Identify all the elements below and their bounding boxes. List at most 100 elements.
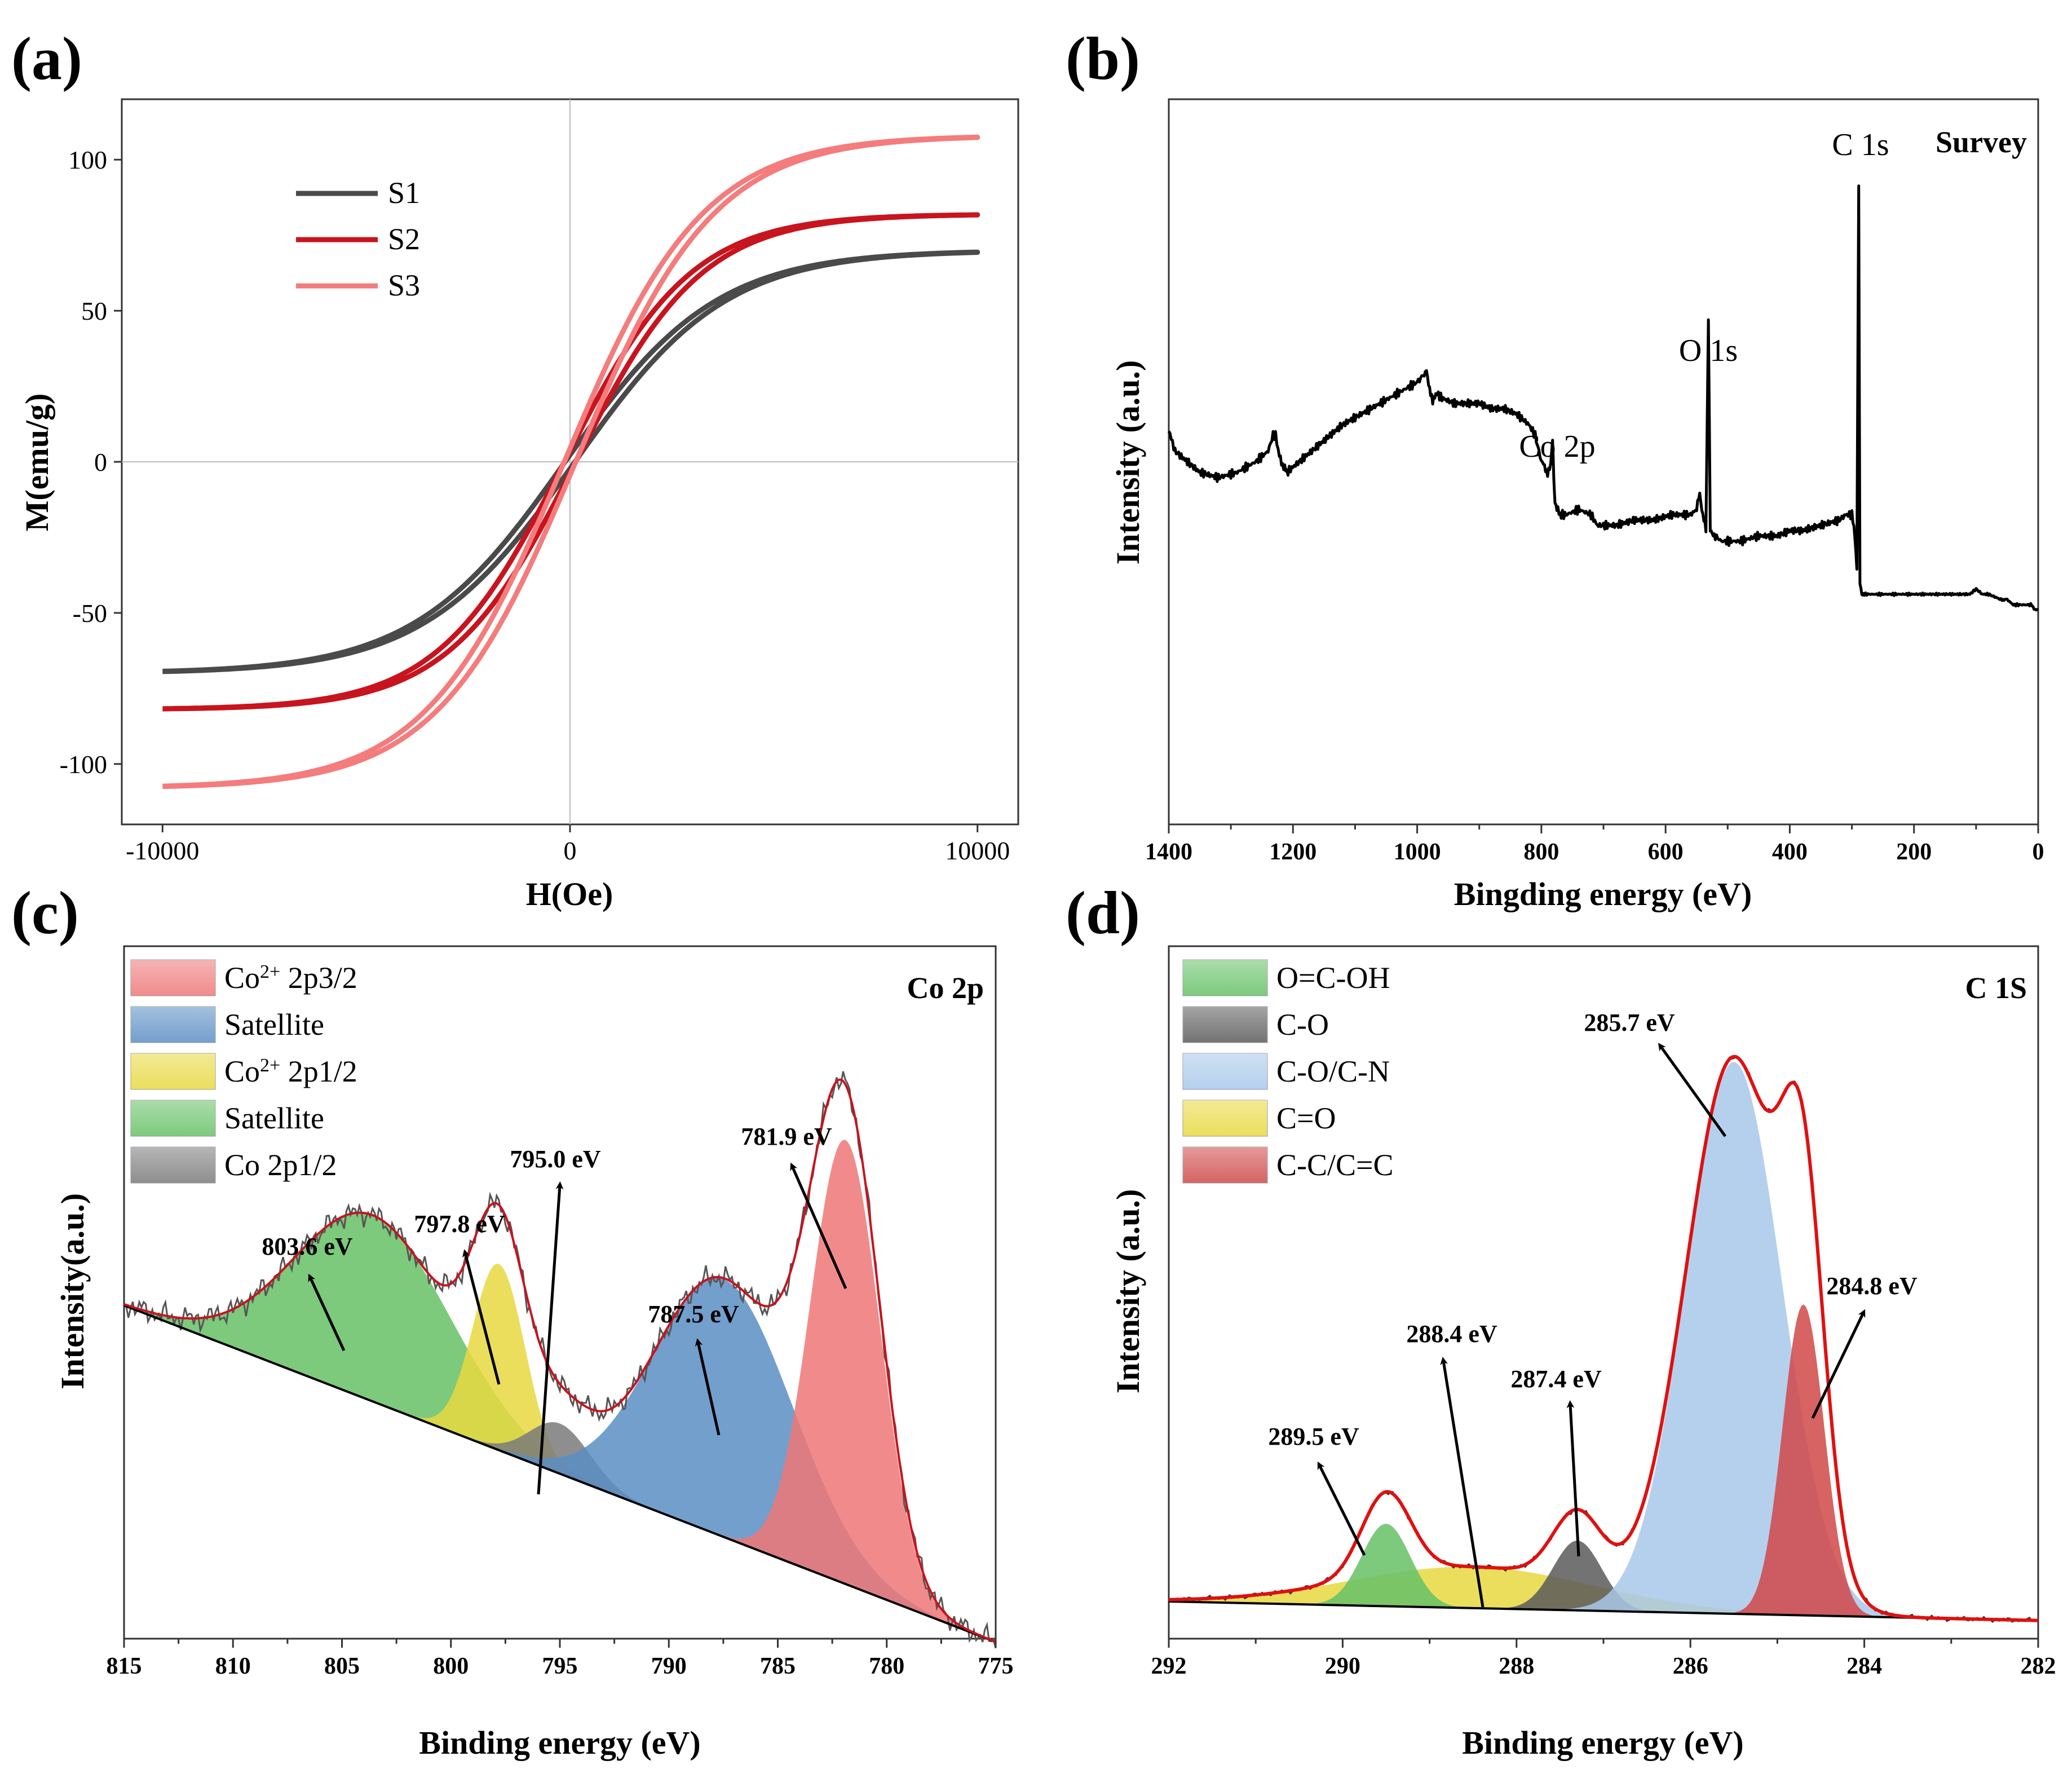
panel-b-survey-chart: 1400 1200 1000 800 600 400 200 0 Survey C 1s O … bbox=[1110, 98, 2044, 912]
ytick-label: 100 bbox=[68, 145, 107, 174]
panel-label-b: (b) bbox=[1066, 25, 1140, 92]
xtick-label: 286 bbox=[1673, 1653, 1708, 1679]
fit-envelope-line bbox=[123, 1078, 996, 1643]
panel-d-xlabel: Binding energy (eV) bbox=[1462, 1724, 1743, 1761]
peak-satellite bbox=[124, 1212, 996, 1642]
series-s1 bbox=[162, 249, 980, 674]
legend-swatch-shine bbox=[131, 1147, 215, 1183]
panel-d-legend: O=C-OH C-O C-O/C-N C=O C-C/C=C bbox=[1182, 959, 1394, 1184]
series-s2 bbox=[162, 212, 980, 712]
peak-o-c-oh bbox=[1169, 1524, 2038, 1621]
legend-label: Co 2p1/2 bbox=[224, 1148, 337, 1182]
panel-c-ylabel: Intensity(a.u.) bbox=[54, 1193, 91, 1389]
xtick-label: -10000 bbox=[126, 836, 199, 865]
panel-c-peak-fills bbox=[124, 1140, 996, 1642]
peak-c-c-c-c bbox=[1169, 1304, 2038, 1621]
panel-a-hysteresis-chart: -10000 0 10000 -100 -50 0 50 100 S1 S2 S3 H(Oe)… bbox=[19, 98, 1019, 912]
panel-c-annotation-781: 781.9 eV bbox=[741, 1123, 832, 1150]
panel-d-c1s-chart: 292 290 288 286 284 282 O=C-OH C-O C-O/C-N C=O C-… bbox=[1110, 945, 2056, 1761]
panel-a-legend: S1 S2 S3 bbox=[296, 176, 420, 302]
panel-d-annotation-288: 288.4 eV bbox=[1406, 1320, 1497, 1348]
panel-label-a: (a) bbox=[11, 25, 82, 92]
arrow-781 bbox=[790, 1162, 847, 1290]
ytick-label: 50 bbox=[81, 297, 107, 325]
legend-swatch-shine bbox=[131, 1007, 215, 1043]
panel-label-d: (d) bbox=[1066, 880, 1140, 947]
panel-b-curve bbox=[1167, 184, 2039, 612]
legend-label: Co2+ 2p3/2 bbox=[224, 961, 357, 995]
xtick-label: 805 bbox=[324, 1653, 360, 1679]
panel-d-peak-fills bbox=[1169, 1062, 2038, 1621]
legend-label: C-C/C=C bbox=[1276, 1148, 1394, 1182]
ytick-label: -50 bbox=[73, 599, 107, 628]
panel-b-annotation-c1s: C 1s bbox=[1832, 127, 1889, 162]
xtick-label: 0 bbox=[2033, 839, 2044, 865]
xtick-label: 290 bbox=[1325, 1653, 1360, 1679]
arrow-287 bbox=[1566, 1400, 1580, 1557]
xtick-label: 800 bbox=[433, 1653, 469, 1679]
panel-d-annotations: 289.5 eV 288.4 eV 287.4 eV 285.7 eV 284.… bbox=[1268, 1009, 1918, 1608]
legend-swatch-shine bbox=[1183, 960, 1267, 996]
xtick-label: 795 bbox=[542, 1653, 578, 1679]
panel-a-ticks: -10000 0 10000 -100 -50 0 50 100 bbox=[60, 145, 1010, 865]
panel-c-legend: Co2+ 2p3/2 Satellite Co2+ 2p1/2 Satellite Co… bbox=[130, 959, 357, 1184]
xtick-label: 800 bbox=[1523, 839, 1559, 865]
legend-swatch-shine bbox=[131, 1053, 215, 1089]
xtick-label: 1400 bbox=[1145, 839, 1192, 865]
arrow-289 bbox=[1317, 1461, 1366, 1556]
peak-c-o bbox=[1169, 1541, 2038, 1621]
xtick-label: 292 bbox=[1151, 1653, 1187, 1679]
survey-line bbox=[1167, 184, 2039, 612]
legend-label: Satellite bbox=[224, 1101, 324, 1135]
panel-c-title: Co 2p bbox=[907, 971, 984, 1005]
legend-swatch-shine bbox=[131, 960, 215, 996]
legend-label-s3: S3 bbox=[388, 268, 420, 302]
arrow-288 bbox=[1440, 1357, 1485, 1608]
panel-b-annotation-co2p: Co 2p bbox=[1519, 429, 1595, 464]
legend-swatch-shine bbox=[131, 1100, 215, 1136]
arrow-795 bbox=[537, 1181, 564, 1495]
panel-label-c: (c) bbox=[11, 880, 79, 947]
panel-b-title: Survey bbox=[1936, 125, 2027, 159]
xtick-label: 288 bbox=[1499, 1653, 1534, 1679]
panel-b-xlabel: Bingding energy (eV) bbox=[1454, 876, 1752, 912]
panel-c-lines bbox=[123, 1071, 997, 1649]
xtick-label: 775 bbox=[978, 1653, 1014, 1679]
xtick-label: 785 bbox=[760, 1653, 796, 1679]
xtick-label: 10000 bbox=[945, 836, 1010, 865]
arrow-284 bbox=[1811, 1309, 1866, 1419]
panel-b-ylabel: Intensity (a.u.) bbox=[1110, 360, 1146, 565]
panel-d-title: C 1S bbox=[1965, 971, 2027, 1005]
legend-label: C-O/C-N bbox=[1276, 1054, 1390, 1088]
panel-b-annotation-o1s: O 1s bbox=[1679, 333, 1738, 368]
legend-swatch-shine bbox=[1183, 1053, 1267, 1089]
ytick-label: 0 bbox=[94, 448, 107, 476]
panel-d-annotation-287: 287.4 eV bbox=[1510, 1365, 1602, 1393]
panel-d-annotation-284: 284.8 eV bbox=[1826, 1272, 1918, 1300]
panel-d-ylabel: Intensity (a.u.) bbox=[1110, 1189, 1146, 1394]
legend-label: O=C-OH bbox=[1276, 961, 1390, 995]
arrow-285 bbox=[1658, 1043, 1727, 1137]
panel-c-annotation-795: 795.0 eV bbox=[510, 1145, 601, 1173]
xtick-label: 200 bbox=[1896, 839, 1932, 865]
xtick-label: 282 bbox=[2021, 1653, 2056, 1679]
ytick-label: -100 bbox=[60, 750, 107, 779]
baseline-line bbox=[123, 1304, 996, 1643]
panel-c-annotation-803: 803.6 eV bbox=[262, 1233, 353, 1260]
legend-swatch-shine bbox=[1183, 1100, 1267, 1136]
peak-co2-2p3-2 bbox=[124, 1140, 996, 1642]
panel-a-xlabel: H(Oe) bbox=[526, 876, 613, 912]
arrow-787 bbox=[695, 1338, 721, 1436]
xtick-label: 815 bbox=[107, 1653, 142, 1679]
panel-a-curves bbox=[162, 134, 980, 789]
baseline-line bbox=[1168, 1600, 2039, 1622]
panel-b-ticks: 1400 1200 1000 800 600 400 200 0 bbox=[1145, 824, 2044, 865]
legend-swatch-shine bbox=[1183, 1007, 1267, 1043]
panel-c-annotation-787: 787.5 eV bbox=[648, 1300, 739, 1328]
xtick-label: 790 bbox=[651, 1653, 687, 1679]
legend-label: Satellite bbox=[224, 1008, 324, 1042]
panel-d-lines bbox=[1168, 1054, 2039, 1623]
legend-label: Co2+ 2p1/2 bbox=[224, 1054, 357, 1088]
xtick-label: 600 bbox=[1648, 839, 1684, 865]
